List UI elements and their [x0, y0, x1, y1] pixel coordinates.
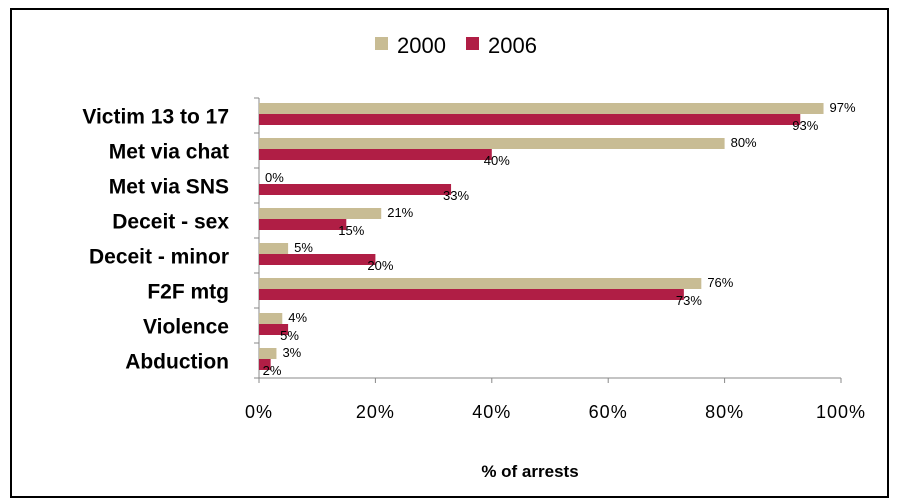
category-label: Met via chat	[109, 141, 229, 164]
x-tick-label: 80%	[705, 402, 744, 422]
x-tick-label: 20%	[356, 402, 395, 422]
data-label-2000: 0%	[265, 170, 284, 185]
x-tick-label: 0%	[245, 402, 273, 422]
bar-2006	[259, 289, 684, 300]
category-labels: Victim 13 to 17 Met via chat Met via SNS De…	[82, 106, 229, 374]
legend-label-2000: 2000	[397, 33, 446, 58]
data-label-2000: 97%	[830, 100, 856, 115]
legend-swatch-2000	[375, 37, 388, 50]
bars	[259, 103, 824, 370]
data-label-2006: 15%	[338, 223, 364, 238]
data-label-2000: 76%	[707, 275, 733, 290]
bar-2006	[259, 114, 801, 125]
bar-2000	[259, 138, 725, 149]
data-label-2006: 5%	[280, 328, 299, 343]
bar-2006	[259, 324, 289, 335]
bar-2000	[259, 208, 382, 219]
legend-swatch-2006	[466, 37, 479, 50]
data-label-2000: 80%	[731, 135, 757, 150]
category-label: Deceit - sex	[112, 211, 229, 234]
bar-2000	[259, 243, 289, 254]
x-tick-label: 60%	[589, 402, 628, 422]
bar-2000	[259, 278, 702, 289]
data-label-2006: 40%	[484, 153, 510, 168]
bar-2006	[259, 149, 492, 160]
data-label-2006: 73%	[676, 293, 702, 308]
bar-2000	[259, 348, 277, 359]
category-label: Violence	[143, 316, 229, 339]
data-label-2000: 4%	[288, 310, 307, 325]
data-label-2006: 93%	[792, 118, 818, 133]
category-label: Deceit - minor	[89, 246, 229, 269]
x-tick-label: 100%	[816, 402, 866, 422]
x-tick-labels: 0% 20% 40% 60% 80% 100%	[245, 402, 866, 422]
bar-2006	[259, 359, 271, 370]
bar-2006	[259, 254, 376, 265]
category-label: Victim 13 to 17	[82, 106, 229, 129]
data-label-2000: 3%	[282, 345, 301, 360]
category-label: Met via SNS	[109, 176, 229, 199]
data-label-2000: 5%	[294, 240, 313, 255]
legend: 2000 2006	[375, 33, 537, 58]
category-label: F2F mtg	[147, 281, 229, 304]
data-label-2000: 21%	[387, 205, 413, 220]
category-label: Abduction	[125, 351, 229, 374]
data-label-2006: 20%	[367, 258, 393, 273]
data-label-2006: 2%	[263, 363, 282, 378]
data-label-2006: 33%	[443, 188, 469, 203]
bar-2006	[259, 219, 347, 230]
chart-frame	[10, 8, 889, 498]
bar-2006	[259, 184, 452, 195]
bar-2000	[259, 103, 824, 114]
x-axis-title: % of arrests	[481, 462, 578, 481]
data-labels: 97% 93% 80% 40% 0% 33% 21% 15% 5% 20% 76% 73% 4% 5% 3%…	[263, 100, 856, 378]
bar-2000	[259, 313, 283, 324]
legend-label-2006: 2006	[488, 33, 537, 58]
x-tick-label: 40%	[472, 402, 511, 422]
